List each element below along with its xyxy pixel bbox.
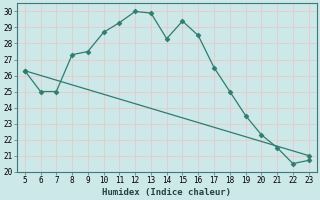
X-axis label: Humidex (Indice chaleur): Humidex (Indice chaleur): [102, 188, 231, 197]
